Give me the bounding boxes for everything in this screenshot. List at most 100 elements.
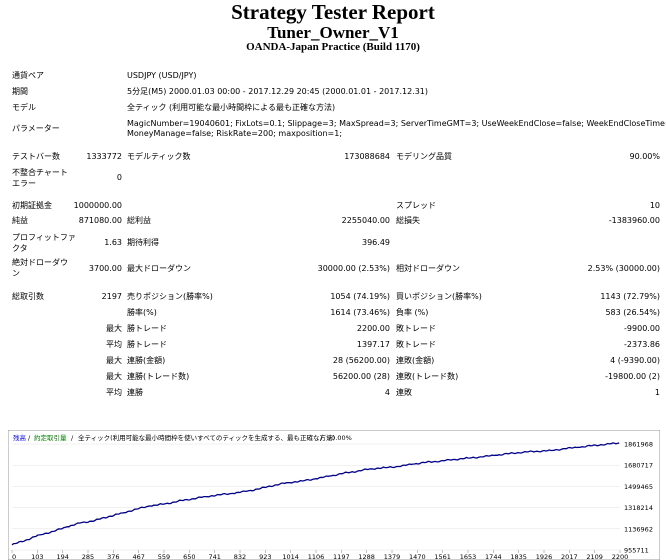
max-cons-loss-value: -19800.00 (2) bbox=[605, 372, 660, 381]
expected-label: 期待利得 bbox=[127, 238, 159, 247]
y-tick-label: 1318214 bbox=[624, 504, 653, 512]
max-label-1: 最大 bbox=[106, 356, 122, 365]
win-pct-value: 1614 (73.46%) bbox=[330, 308, 390, 317]
x-tick-label: 1744 bbox=[485, 553, 502, 560]
x-tick-label: 376 bbox=[107, 553, 119, 560]
x-tick-label: 832 bbox=[234, 553, 246, 560]
largest-loss-value: -9900.00 bbox=[624, 324, 660, 333]
x-tick-label: 1926 bbox=[536, 553, 553, 560]
chart-frame bbox=[8, 430, 660, 560]
avg-win-label: 勝トレード bbox=[127, 340, 167, 349]
loss-pct-label: 負率 (%) bbox=[396, 308, 429, 317]
bars-label: テストバー数 bbox=[12, 152, 60, 161]
max-cons-profit-value: 56200.00 (28) bbox=[332, 372, 390, 381]
x-tick-label: 2017 bbox=[561, 553, 578, 560]
short-label: 売りポジション(勝率%) bbox=[127, 292, 213, 301]
bars-value: 1333772 bbox=[86, 152, 122, 161]
legend-model: 全ティック(利用可能な最小時間枠を使いすべてのティックを生成する、最も正確な方法… bbox=[78, 433, 335, 442]
x-tick-label: 741 bbox=[208, 553, 220, 560]
y-tick-label: 1499465 bbox=[624, 483, 653, 491]
legend-balance: 残高 bbox=[13, 433, 27, 442]
max-cons-loss-label: 連敗(トレード数) bbox=[396, 372, 459, 381]
avg-cons-losses-label: 連敗 bbox=[396, 388, 412, 397]
loss-pct-value: 583 (26.54%) bbox=[605, 308, 660, 317]
y-tick-label: 955711 bbox=[624, 547, 649, 555]
mismatch-label-2: エラー bbox=[12, 179, 36, 188]
x-tick-label: 103 bbox=[31, 553, 43, 560]
x-tick-label: 1653 bbox=[460, 553, 477, 560]
x-tick-label: 1106 bbox=[308, 553, 325, 560]
net-value: 871080.00 bbox=[78, 216, 122, 225]
short-value: 1054 (74.19%) bbox=[330, 292, 390, 301]
max-cons-losses-label: 連敗(金額) bbox=[396, 356, 435, 365]
x-tick-label: 1197 bbox=[333, 553, 350, 560]
params-line-2: MoneyManage=false; RiskRate=200; maxposi… bbox=[127, 129, 343, 138]
legend-sep-3: / bbox=[320, 434, 323, 442]
legend-quality: 90.00% bbox=[327, 434, 352, 442]
rel-dd-value: 2.53% (30000.00) bbox=[587, 264, 660, 273]
x-tick-label: 2200 bbox=[612, 553, 629, 560]
legend-lots: 約定取引量 bbox=[34, 433, 67, 442]
quality-label: モデリング品質 bbox=[396, 152, 452, 161]
ticks-label: モデルティック数 bbox=[127, 152, 191, 161]
avg-loss-value: -2373.86 bbox=[624, 340, 660, 349]
y-tick-label: 1680717 bbox=[624, 462, 653, 470]
largest-label: 最大 bbox=[106, 324, 122, 333]
deposit-value: 1000000.00 bbox=[73, 201, 122, 210]
pf-label-2: クタ bbox=[12, 244, 28, 253]
x-tick-label: 0 bbox=[12, 553, 16, 560]
deposit-label: 初期証拠金 bbox=[12, 201, 52, 210]
abs-dd-label-2: ン bbox=[12, 269, 20, 278]
avg-win-value: 1397.17 bbox=[356, 340, 390, 349]
x-tick-label: 194 bbox=[56, 553, 68, 560]
x-tick-label: 923 bbox=[259, 553, 271, 560]
gross-loss-value: -1383960.00 bbox=[608, 216, 660, 225]
symbol-value: USDJPY (USD/JPY) bbox=[127, 71, 197, 80]
x-tick-label: 650 bbox=[183, 553, 195, 560]
period-label: 期間 bbox=[12, 87, 28, 96]
x-tick-label: 1014 bbox=[282, 553, 299, 560]
max-cons-losses-value: 4 (-9390.00) bbox=[610, 356, 660, 365]
mismatch-value: 0 bbox=[116, 173, 122, 182]
pf-label-1: プロフィットファ bbox=[12, 233, 76, 242]
max-cons-profit-label: 連勝(トレード数) bbox=[127, 372, 190, 381]
legend-sep-1: / bbox=[28, 434, 31, 442]
max-dd-label: 最大ドローダウン bbox=[127, 264, 191, 273]
y-tick-label: 1136962 bbox=[624, 525, 653, 533]
legend-sep-2: / bbox=[71, 434, 74, 442]
gross-profit-value: 2255040.00 bbox=[341, 216, 390, 225]
balance-line bbox=[11, 442, 620, 546]
long-value: 1143 (72.79%) bbox=[600, 292, 660, 301]
max-dd-value: 30000.00 (2.53%) bbox=[317, 264, 390, 273]
x-tick-label: 467 bbox=[132, 553, 144, 560]
x-tick-label: 1470 bbox=[409, 553, 426, 560]
params-line-1: MagicNumber=19040601; FixLots=0.1; Slipp… bbox=[127, 119, 666, 128]
max-cons-wins-label: 連勝(金額) bbox=[127, 356, 166, 365]
largest-win-value: 2200.00 bbox=[356, 324, 390, 333]
avg-cons-wins-label: 連勝 bbox=[127, 388, 143, 397]
x-tick-label: 1561 bbox=[434, 553, 451, 560]
params-label: パラメーター bbox=[12, 124, 60, 133]
abs-dd-label-1: 絶対ドローダウ bbox=[12, 258, 68, 267]
gross-loss-label: 総損失 bbox=[396, 216, 420, 225]
expected-value: 396.49 bbox=[362, 238, 390, 247]
y-tick-label: 1861968 bbox=[624, 441, 653, 449]
x-tick-label: 1288 bbox=[358, 553, 375, 560]
avg-loss-label: 敗トレード bbox=[396, 340, 436, 349]
net-label: 純益 bbox=[12, 216, 28, 225]
max-label-2: 最大 bbox=[106, 372, 122, 381]
server-name: OANDA-Japan Practice (Build 1170) bbox=[246, 41, 420, 53]
model-label: モデル bbox=[12, 103, 36, 112]
pf-value: 1.63 bbox=[104, 238, 122, 247]
largest-win-label: 勝トレード bbox=[127, 324, 167, 333]
ticks-value: 173088684 bbox=[344, 152, 390, 161]
quality-value: 90.00% bbox=[629, 152, 660, 161]
x-tick-label: 2109 bbox=[586, 553, 603, 560]
total-trades-value: 2197 bbox=[101, 292, 122, 301]
avg-cons-wins-value: 4 bbox=[384, 388, 390, 397]
x-tick-label: 559 bbox=[158, 553, 170, 560]
mismatch-label-1: 不整合チャート bbox=[12, 168, 68, 177]
report-title: Strategy Tester Report bbox=[231, 0, 435, 24]
max-cons-wins-value: 28 (56200.00) bbox=[332, 356, 390, 365]
rel-dd-label: 相対ドローダウン bbox=[396, 264, 460, 273]
